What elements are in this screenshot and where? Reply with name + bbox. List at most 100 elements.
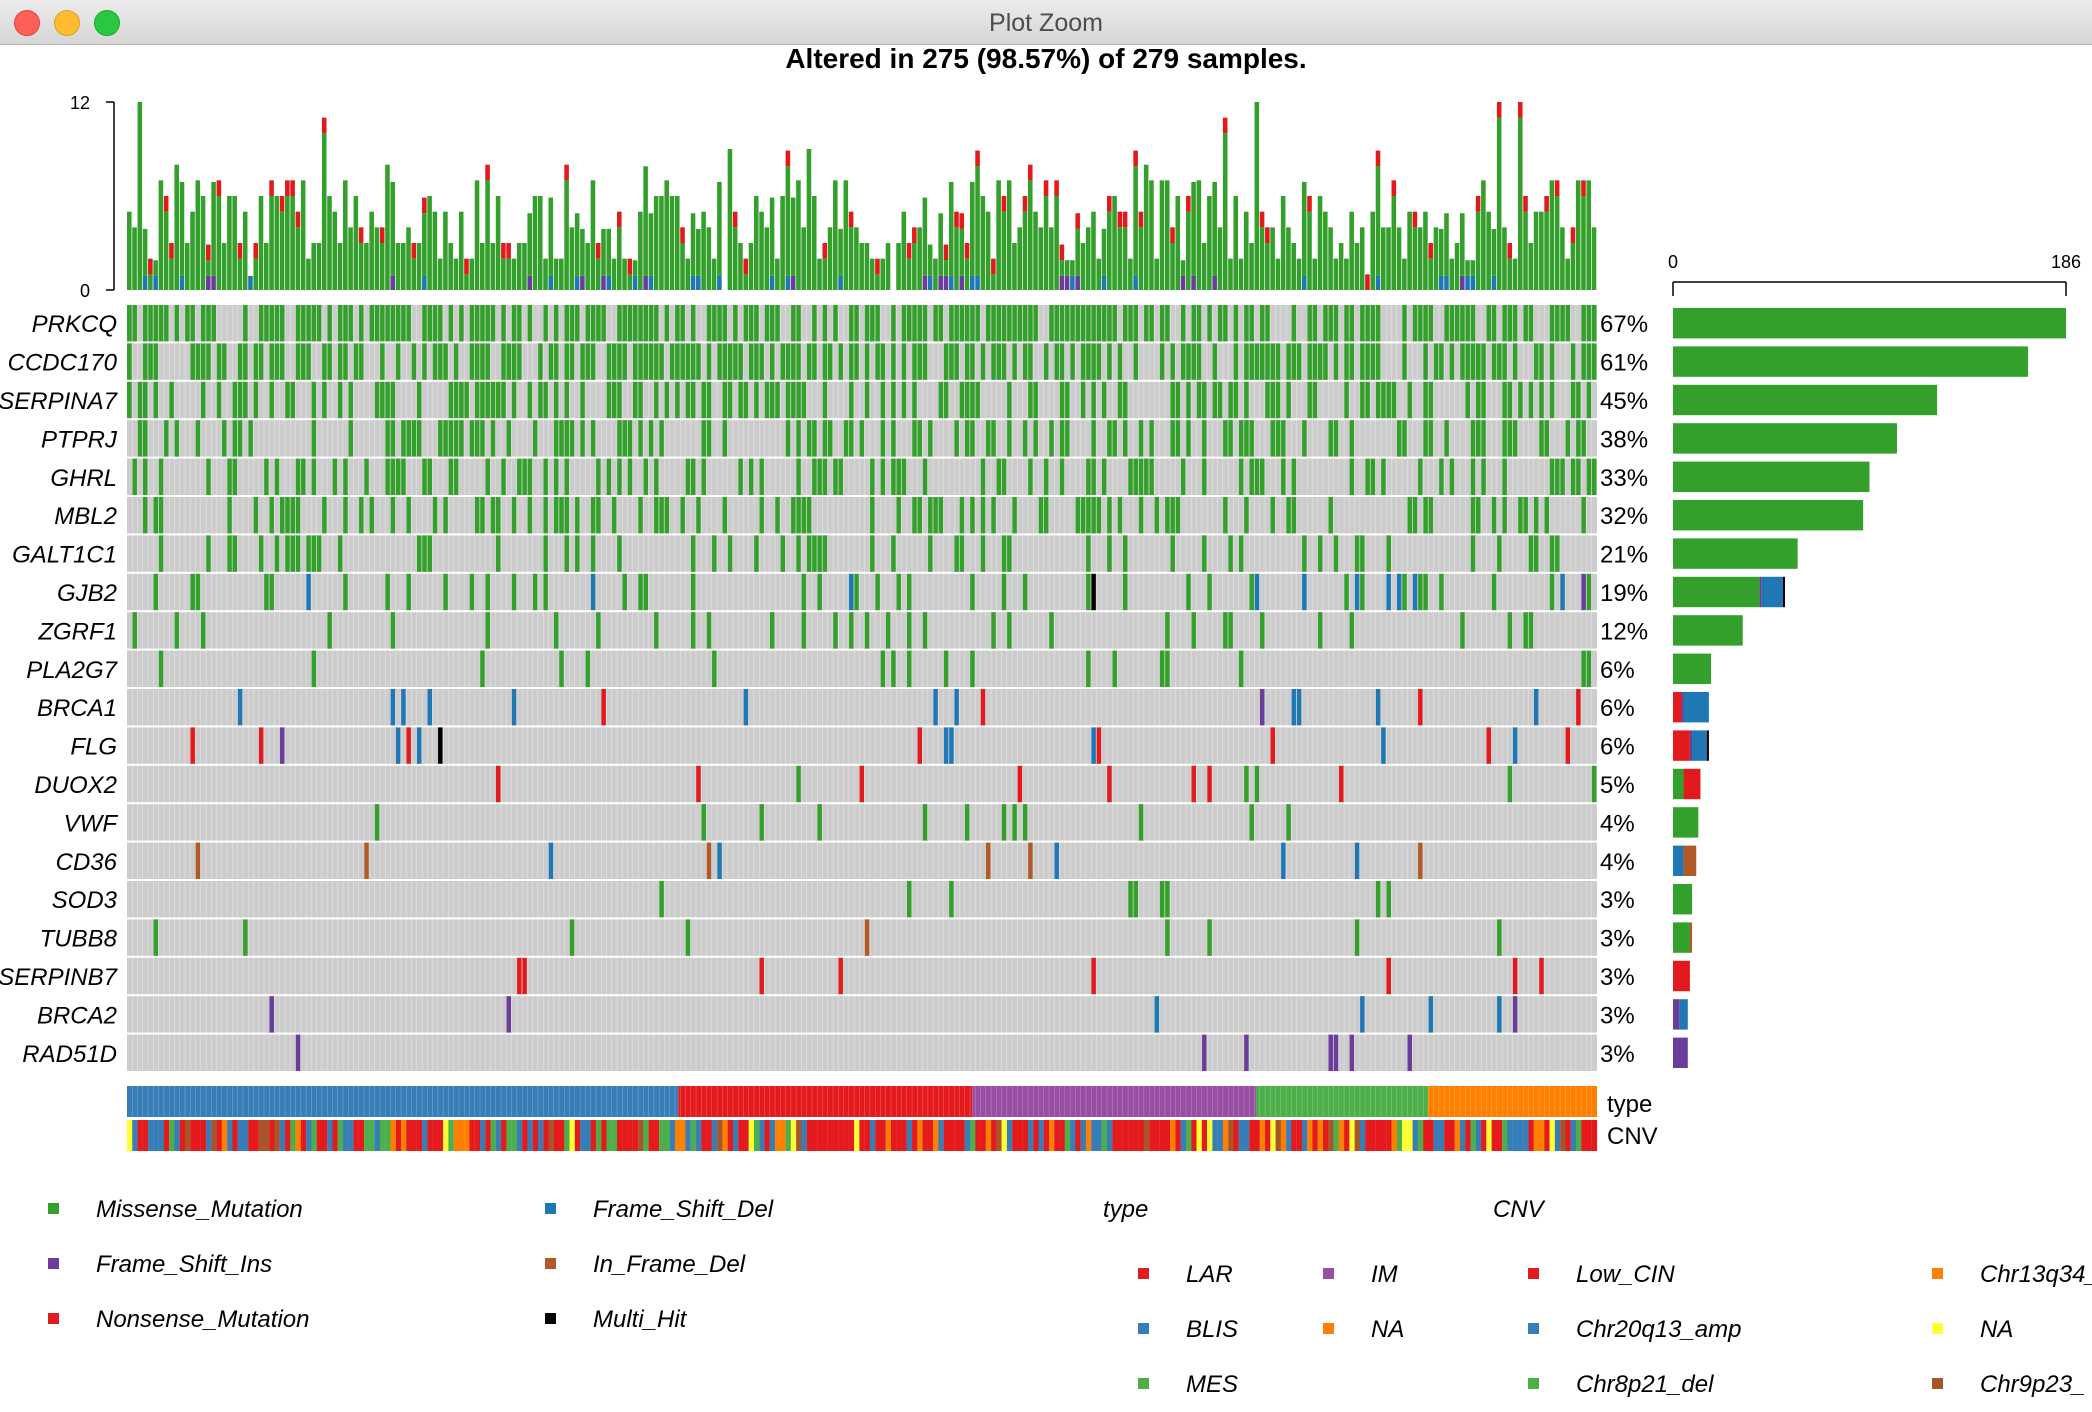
mutation-cell <box>1080 497 1086 534</box>
mutation-cell <box>1243 343 1249 380</box>
legend-swatch <box>545 1313 556 1324</box>
mutation-cell <box>838 957 843 995</box>
tmb-bar-segment <box>148 258 153 275</box>
mutation-cell <box>227 497 232 534</box>
mutation-cell <box>1470 305 1476 342</box>
tmb-bar-segment <box>263 243 269 290</box>
mutation-cell <box>585 305 591 342</box>
mutation-cell <box>833 305 838 342</box>
mutation-cell <box>1380 458 1386 495</box>
mutation-cell <box>622 343 627 380</box>
cnv-track-cell <box>1581 1120 1587 1151</box>
tmb-bar-segment <box>611 258 617 290</box>
mutation-cell <box>959 497 965 534</box>
gene-label: GHRL <box>50 465 117 492</box>
mutation-cell <box>611 343 617 380</box>
mutation-cell <box>474 305 480 342</box>
mutation-cell <box>1096 343 1102 380</box>
tmb-bar-segment <box>1349 211 1354 290</box>
mutation-cell <box>390 305 396 342</box>
mutation-cell <box>722 305 728 342</box>
mutation-cell <box>1349 305 1355 342</box>
mutation-cell <box>1217 305 1223 342</box>
mutation-cell <box>469 343 475 380</box>
tmb-bar-segment <box>1370 211 1376 290</box>
gene-label: GJB2 <box>57 580 117 607</box>
cnv-track-cell <box>1085 1120 1092 1151</box>
gene-bar-segment <box>1673 461 1870 492</box>
tmb-bar-segment <box>464 274 469 290</box>
cnv-track-cell <box>1349 1120 1355 1151</box>
window-title: Plot Zoom <box>989 9 1103 37</box>
mutation-cell <box>664 497 670 534</box>
mutation-cell <box>927 535 933 572</box>
cnv-track-cell <box>227 1120 233 1151</box>
mutation-cell <box>922 458 928 495</box>
cnv-track-cell <box>1507 1120 1513 1151</box>
tmb-bar-segment <box>559 258 564 290</box>
mutation-cell <box>948 881 954 918</box>
mutation-cell <box>680 343 685 380</box>
minimize-window-button[interactable] <box>54 10 80 36</box>
mutation-cell <box>453 343 459 380</box>
tmb-bar-segment <box>1444 275 1449 290</box>
mutation-cell <box>643 573 649 611</box>
mutation-cell <box>337 381 343 419</box>
cnv-track-cell <box>638 1120 644 1151</box>
mutation-cell <box>975 305 980 342</box>
mutation-cell <box>1006 381 1012 419</box>
mutation-cell <box>469 420 475 457</box>
mutation-cell <box>753 343 759 380</box>
mutation-cell <box>495 381 501 419</box>
tmb-bar-segment <box>242 211 248 290</box>
cnv-track-cell <box>190 1120 196 1151</box>
cnv-track-cell <box>1502 1120 1508 1151</box>
mutation-cell <box>822 458 828 495</box>
cnv-track-cell <box>601 1120 607 1151</box>
mutation-cell <box>485 381 490 419</box>
tmb-bar-segment <box>838 275 843 290</box>
cnv-track-cell <box>179 1120 186 1151</box>
mutation-cell <box>643 343 649 380</box>
tmb-bar-segment <box>912 243 917 290</box>
mutation-cell <box>622 305 627 342</box>
cnv-track-cell <box>996 1120 1002 1151</box>
tmb-bar-segment <box>306 258 311 290</box>
gene-row-background-SERPINB7 <box>127 957 1597 995</box>
tmb-bar-segment <box>1265 227 1270 243</box>
tmb-bar-segment <box>127 211 132 290</box>
mutation-cell <box>711 305 717 342</box>
cnv-track-cell <box>369 1120 375 1151</box>
tmb-bar-segment <box>422 213 427 276</box>
mutation-cell <box>295 535 301 572</box>
mutation-cell <box>158 650 164 687</box>
mutation-cell <box>638 420 643 457</box>
close-window-button[interactable] <box>14 10 40 36</box>
tmb-bar-segment <box>1386 227 1391 290</box>
tmb-bar-segment <box>1017 227 1022 290</box>
mutation-cell <box>1270 343 1275 380</box>
mutation-cell <box>1549 305 1555 342</box>
cnv-track-cell <box>790 1120 797 1151</box>
mutation-cell <box>1022 343 1028 380</box>
gene-bar-segment <box>1689 922 1693 953</box>
cnv-track-cell <box>443 1120 449 1151</box>
mutation-cell <box>1096 497 1102 534</box>
mutation-cell <box>701 381 706 419</box>
cnv-track-cell <box>1407 1120 1413 1151</box>
mutation-cell <box>327 612 332 649</box>
mutation-cell <box>569 305 575 342</box>
cnv-track-cell <box>964 1120 971 1151</box>
cnv-track-cell <box>859 1120 865 1151</box>
tmb-bar-segment <box>690 275 696 290</box>
mutation-cell <box>1059 458 1065 495</box>
mutation-cell <box>627 458 633 495</box>
mutation-cell <box>1307 381 1312 419</box>
mutation-cell <box>1254 458 1260 495</box>
mutation-cell <box>343 573 348 611</box>
mutation-cell <box>753 381 759 419</box>
mutation-cell <box>427 458 432 495</box>
zoom-window-button[interactable] <box>94 10 120 36</box>
cnv-track-cell <box>843 1120 849 1151</box>
mutation-cell <box>248 420 253 457</box>
